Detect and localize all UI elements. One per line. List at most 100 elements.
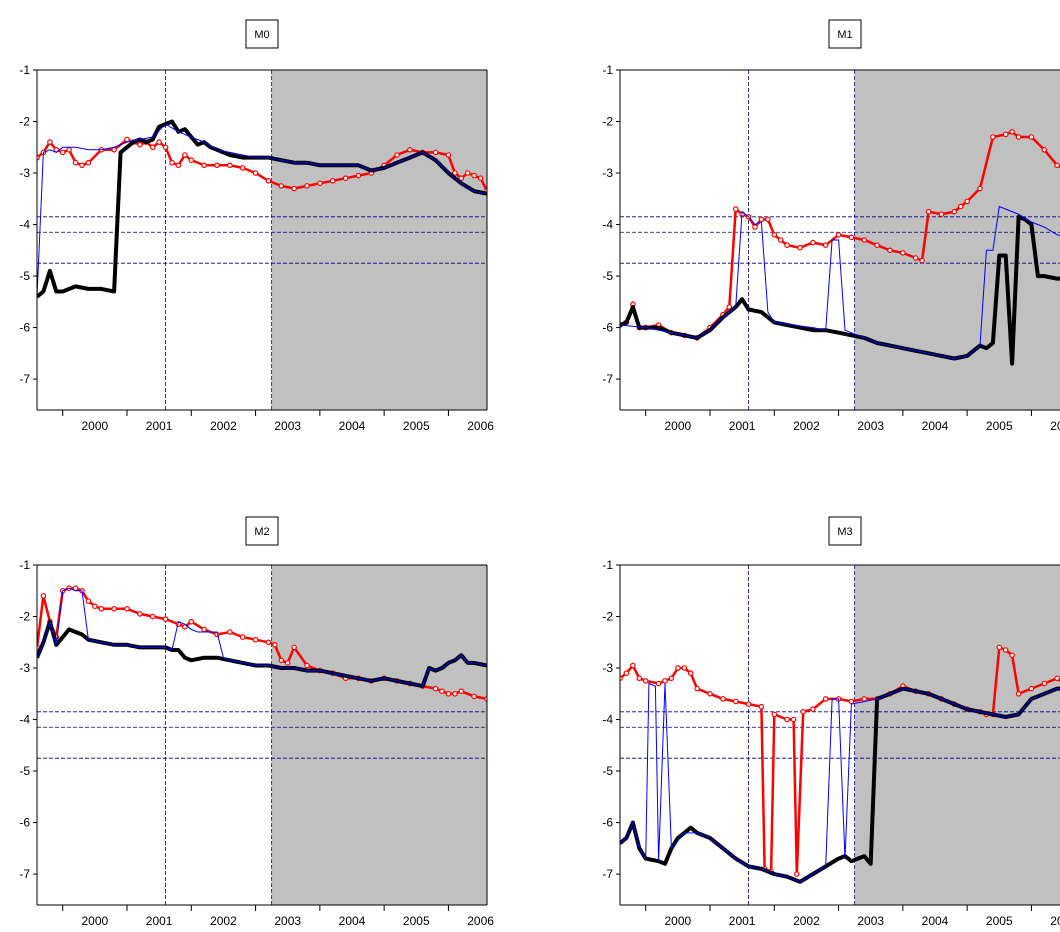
y-tick-label: -5 xyxy=(602,269,613,283)
y-tick-label: -3 xyxy=(19,661,30,675)
series-point-red xyxy=(793,871,800,877)
y-tick-label: -4 xyxy=(602,713,613,727)
series-point-red xyxy=(1028,685,1035,692)
series-point-red xyxy=(432,685,439,692)
x-tick-label: 2005 xyxy=(986,914,1013,927)
series-point-red xyxy=(938,211,945,218)
series-point-red xyxy=(912,255,919,261)
series-point-red xyxy=(848,698,855,705)
shaded-region xyxy=(854,565,1060,905)
series-point-red xyxy=(188,157,195,164)
series-point-red xyxy=(822,696,829,702)
x-tick-label: 2000 xyxy=(665,914,692,927)
series-point-red xyxy=(874,242,880,249)
series-point-red xyxy=(37,154,40,161)
series-point-red xyxy=(201,162,207,169)
y-tick-label: -1 xyxy=(602,558,613,572)
y-tick-label: -3 xyxy=(602,661,613,675)
y-tick-label: -5 xyxy=(19,764,30,778)
series-point-red xyxy=(771,711,778,718)
series-point-red xyxy=(98,605,105,612)
series-point-red xyxy=(732,206,739,212)
y-tick-label: -6 xyxy=(19,321,30,335)
series-point-red xyxy=(445,152,452,158)
x-tick-label: 2005 xyxy=(986,419,1013,433)
series-point-red xyxy=(1041,680,1048,687)
y-tick-label: -7 xyxy=(602,867,613,881)
series-point-red xyxy=(239,165,246,171)
series-point-red xyxy=(1041,147,1048,153)
series-point-red xyxy=(162,144,169,151)
series-point-red xyxy=(452,690,458,697)
series-point-red xyxy=(329,178,336,184)
series-point-red xyxy=(687,670,694,677)
series-point-red xyxy=(861,237,868,243)
series-point-red xyxy=(784,242,790,249)
series-point-red xyxy=(765,216,771,223)
panel-title: M1 xyxy=(837,29,852,41)
y-tick-label: -6 xyxy=(602,816,613,830)
x-tick-label: 2001 xyxy=(146,419,173,433)
series-point-red xyxy=(458,688,465,695)
series-point-red xyxy=(1028,134,1035,140)
series-point-red xyxy=(304,183,310,189)
series-point-red xyxy=(681,665,688,671)
series-line-blue xyxy=(620,205,1060,360)
series-point-red xyxy=(800,708,807,715)
x-tick-label: 2004 xyxy=(922,914,949,927)
chart-panel-m0: -1 -2 -3 -4 -5 -6 -7 2000 2001 2002 2003 2004 2005 20… xyxy=(19,19,494,433)
panel-title-box xyxy=(245,19,279,49)
series-point-red xyxy=(40,593,47,599)
series-point-red xyxy=(1002,647,1009,653)
series-point-red xyxy=(182,152,188,158)
series-point-red xyxy=(175,162,182,169)
y-tick-label: -3 xyxy=(19,166,30,180)
series-point-red xyxy=(848,234,855,241)
series-point-red xyxy=(620,675,623,682)
series-point-red xyxy=(477,175,484,182)
series-point-red xyxy=(291,185,297,192)
y-tick-label: -6 xyxy=(602,321,613,335)
series-point-red xyxy=(777,237,784,243)
series-point-red xyxy=(668,675,675,682)
series-point-red xyxy=(394,152,400,158)
series-point-red xyxy=(726,304,733,310)
series-point-red xyxy=(964,198,970,205)
series-point-red xyxy=(66,147,72,153)
series-point-red xyxy=(458,175,465,182)
series-point-red xyxy=(291,644,297,651)
series-point-red xyxy=(925,208,932,215)
series-point-red xyxy=(407,147,413,153)
series-point-red xyxy=(623,670,630,677)
series-point-red xyxy=(227,162,233,169)
x-tick-label: 2002 xyxy=(210,419,237,433)
series-point-red xyxy=(59,149,66,156)
series-group xyxy=(620,129,1060,366)
y-tick-label: -1 xyxy=(19,63,30,77)
series-point-red xyxy=(1015,690,1022,697)
series-point-red xyxy=(662,678,668,684)
x-tick-label: 2000 xyxy=(82,419,109,433)
series-point-red xyxy=(85,598,92,604)
series-point-red xyxy=(887,247,893,254)
series-group xyxy=(37,585,487,702)
series-point-red xyxy=(252,636,259,643)
x-tick-label: 2000 xyxy=(665,419,692,433)
series-point-red xyxy=(471,693,477,700)
x-tick-label: 2004 xyxy=(339,914,366,927)
series-point-red xyxy=(432,149,439,156)
y-tick-label: -5 xyxy=(19,269,30,283)
series-point-red xyxy=(355,172,362,179)
shaded-region xyxy=(271,70,487,410)
series-line-blue xyxy=(620,682,1060,883)
series-point-red xyxy=(990,134,996,140)
series-point-red xyxy=(771,232,778,238)
series-point-red xyxy=(636,675,643,682)
series-point-red xyxy=(284,660,291,666)
series-point-red xyxy=(445,690,452,697)
series-point-red xyxy=(124,605,130,612)
series-group xyxy=(620,644,1060,884)
panel-title-box xyxy=(245,516,279,546)
y-tick-label: -4 xyxy=(19,218,30,232)
panel-title: M2 xyxy=(254,526,269,538)
